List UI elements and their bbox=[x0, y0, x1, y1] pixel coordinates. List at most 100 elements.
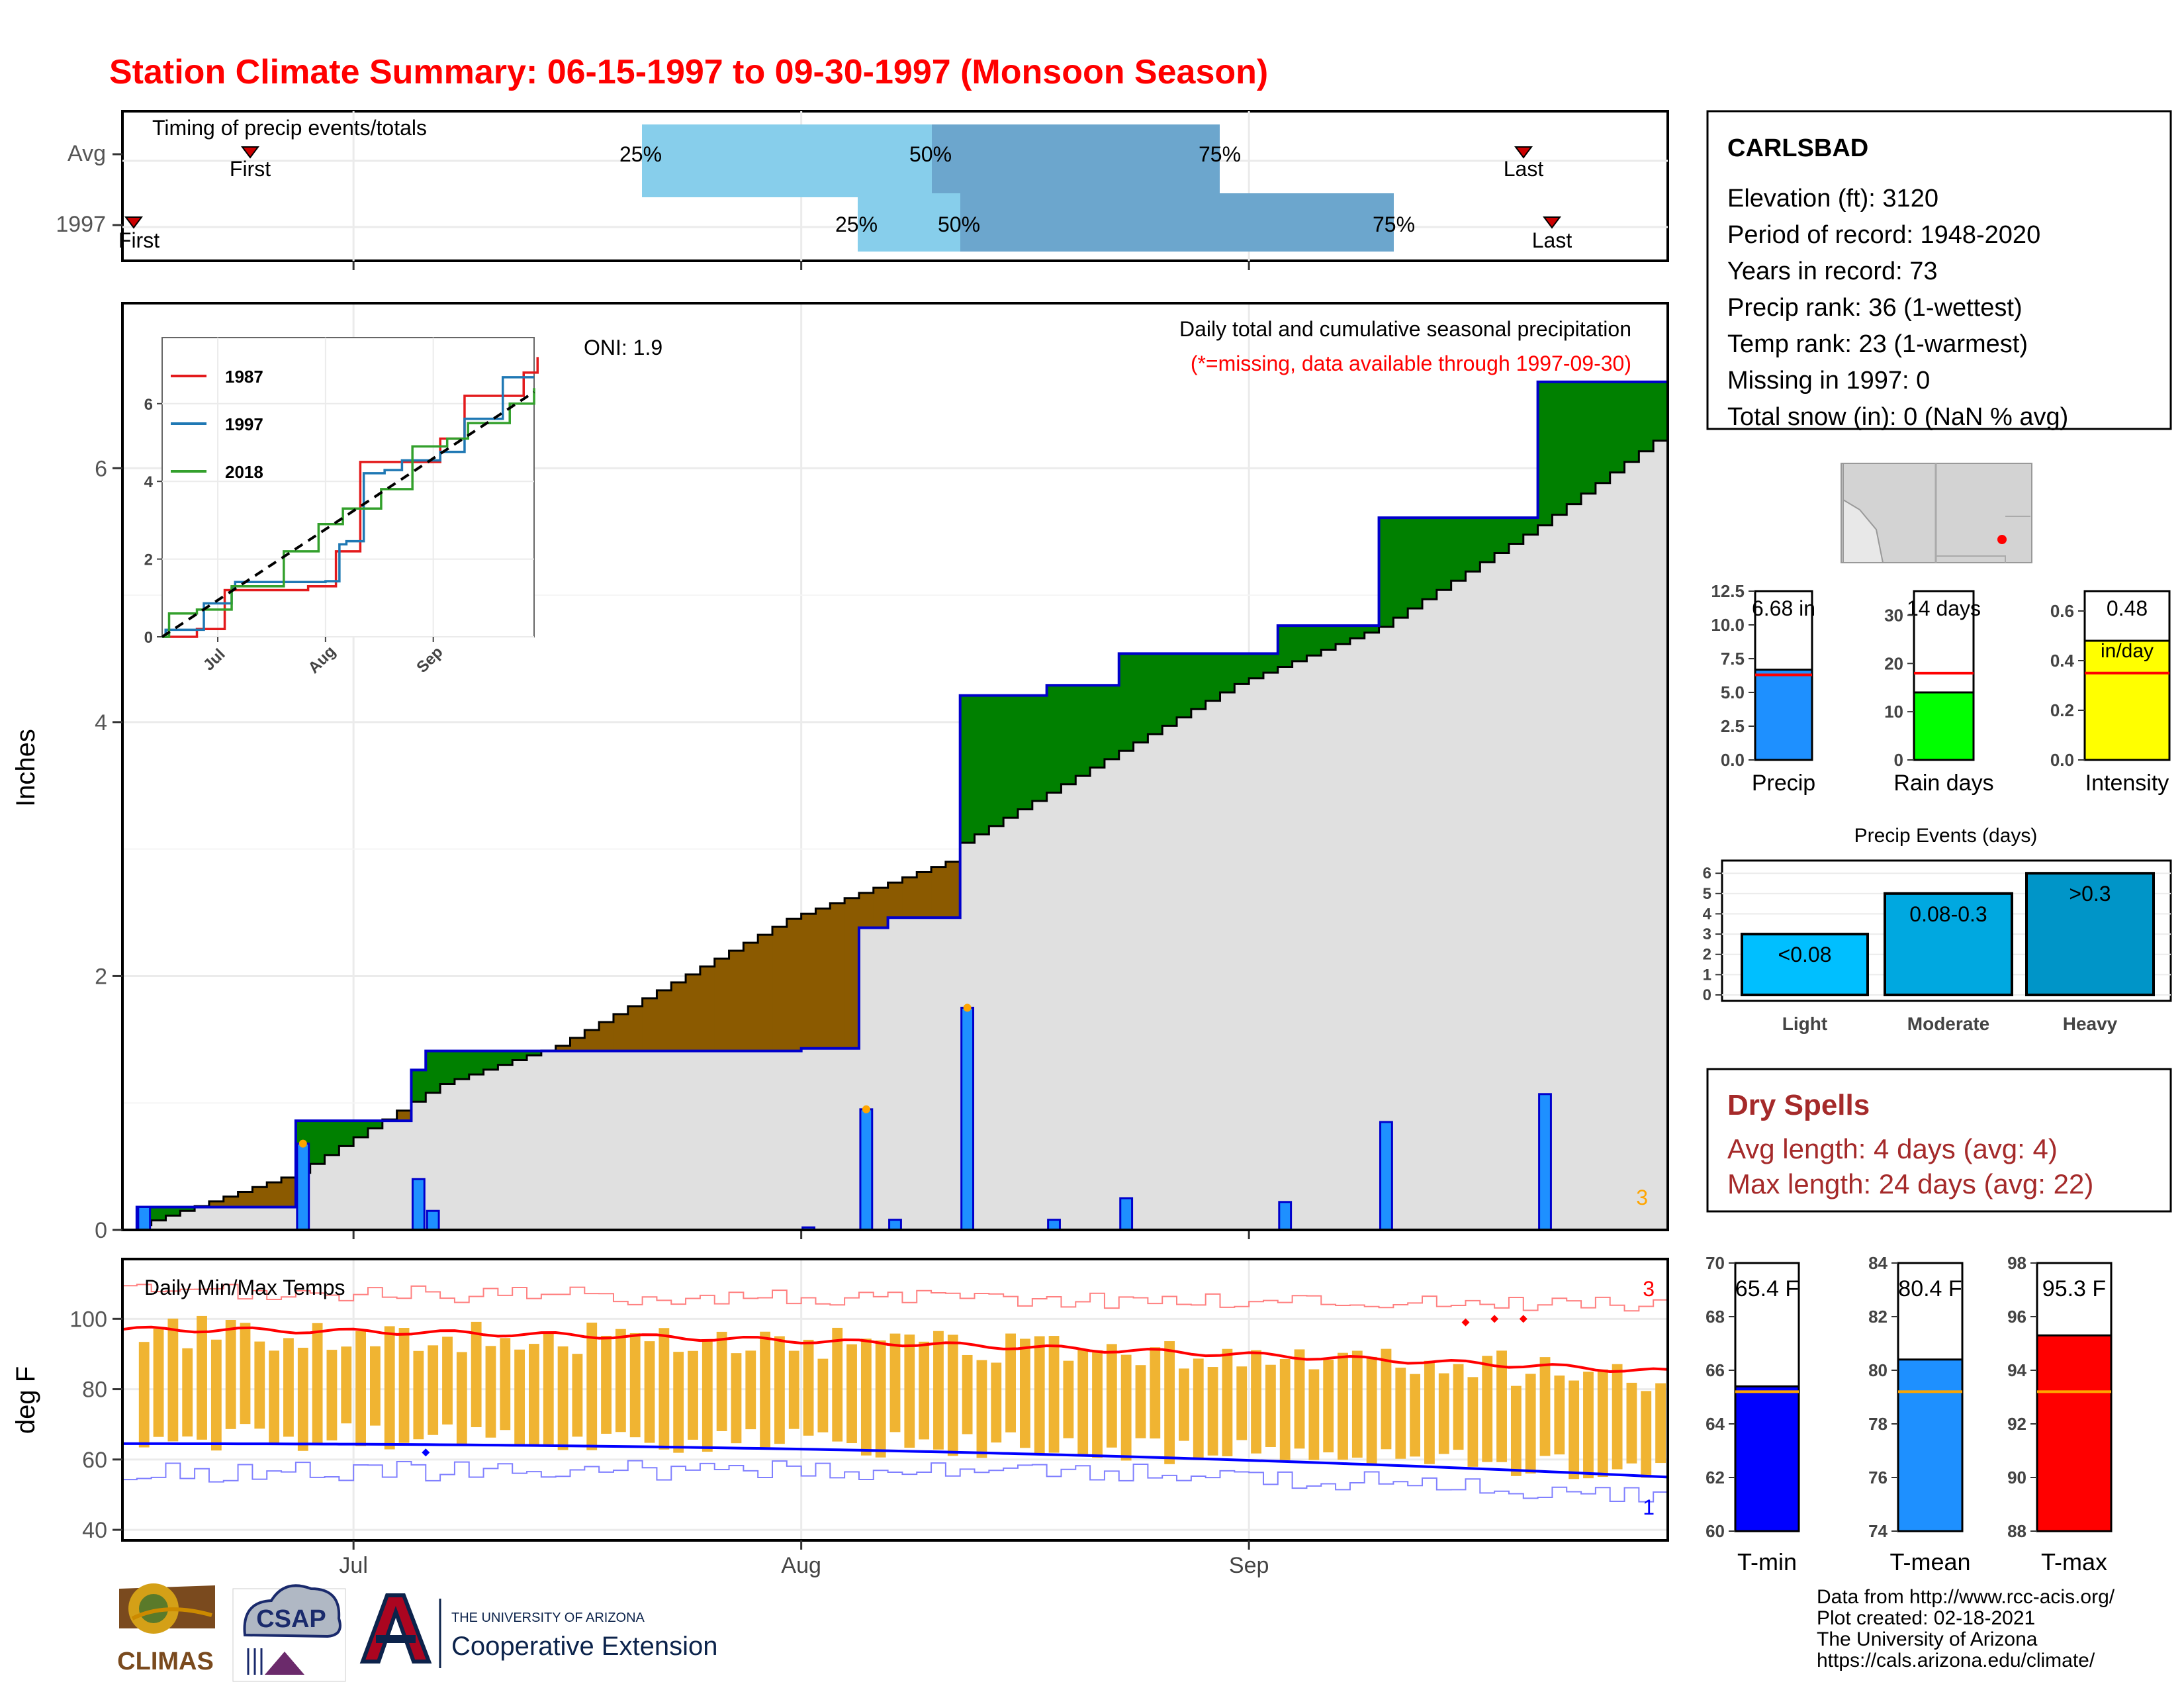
above-average-fill bbox=[1567, 381, 1582, 504]
precip-count-label: 3 bbox=[1636, 1186, 1648, 1209]
daily-temp-bar bbox=[688, 1350, 698, 1440]
temp-summary-tick-label: 76 bbox=[1868, 1468, 1888, 1487]
events-tick-label: 0 bbox=[1703, 986, 1711, 1004]
dry-spells-title: Dry Spells bbox=[1727, 1089, 1870, 1121]
daily-temp-bar bbox=[1048, 1336, 1060, 1453]
normal-cumulative-area bbox=[122, 440, 1668, 1230]
events-bar-moderate bbox=[1884, 892, 2013, 997]
x-axis-ticks: Jul Aug Sep bbox=[339, 1540, 1269, 1578]
daily-temp-bar bbox=[557, 1346, 569, 1450]
below-average-fill bbox=[671, 982, 686, 1051]
daily-temp-bar bbox=[471, 1321, 482, 1427]
station-snow: Total snow (in): 0 (NaN % avg) bbox=[1727, 403, 2068, 431]
x-tick-label-2: Sep bbox=[1229, 1553, 1269, 1578]
station-info-box: CARLSBAD Elevation (ft): 3120 Period of … bbox=[1706, 110, 2172, 431]
daily-temp-bar bbox=[514, 1349, 525, 1445]
timing-1997-25-50-bar bbox=[858, 193, 960, 252]
temp-summary-value-1: 80.4 F bbox=[1898, 1276, 1962, 1301]
above-average-fill bbox=[1422, 518, 1437, 600]
daily-temp-bar bbox=[889, 1333, 901, 1432]
timing-row-1997-label: 1997 bbox=[56, 212, 106, 237]
record-low-line bbox=[122, 1460, 1668, 1503]
timing-1997-p25: 25% bbox=[835, 212, 878, 236]
ua-a-bar bbox=[376, 1635, 416, 1643]
above-average-fill bbox=[1003, 695, 1019, 818]
timing-1997-last-marker bbox=[1543, 216, 1561, 229]
above-average-fill bbox=[1610, 381, 1625, 473]
daily-temp-bar bbox=[500, 1338, 511, 1430]
below-average-fill bbox=[887, 882, 903, 918]
below-average-fill bbox=[758, 935, 773, 1051]
daily-temp-bar bbox=[1135, 1365, 1146, 1438]
summary-tick-label: 10 bbox=[1884, 702, 1903, 722]
daily-temp-bar bbox=[1222, 1348, 1233, 1456]
above-average-fill bbox=[1321, 626, 1336, 650]
temp-summary-fill-2 bbox=[2036, 1334, 2113, 1532]
below-average-fill bbox=[844, 898, 860, 1049]
summary-name-0: Precip bbox=[1752, 771, 1815, 796]
above-average-fill bbox=[339, 1121, 354, 1147]
map-border-south bbox=[1936, 555, 2006, 563]
temp-y-tick-label: 100 bbox=[69, 1307, 107, 1332]
timing-avg-p50: 50% bbox=[909, 142, 952, 166]
daily-temp-bar bbox=[240, 1323, 251, 1425]
below-average-fill bbox=[815, 908, 831, 1049]
daily-temp-bar bbox=[269, 1350, 280, 1444]
above-average-fill bbox=[426, 1051, 441, 1093]
daily-temp-bar bbox=[1338, 1352, 1348, 1460]
events-bar-light bbox=[1741, 933, 1869, 996]
daily-temp-bar bbox=[904, 1335, 915, 1448]
daily-temp-bar bbox=[774, 1336, 785, 1444]
summary-tick-label: 10.0 bbox=[1711, 615, 1745, 635]
temp-title: Daily Min/Max Temps bbox=[144, 1276, 345, 1299]
daily-temp-bar bbox=[1308, 1369, 1320, 1460]
events-bar-label: 0.08-0.3 bbox=[1909, 902, 1987, 926]
temp-summary-tick-label: 64 bbox=[1706, 1414, 1725, 1434]
summary-tick-label: 30 bbox=[1884, 605, 1903, 625]
temp-y-tick-label: 60 bbox=[82, 1448, 107, 1473]
temp-count-high: 3 bbox=[1643, 1277, 1655, 1301]
daily-temp-bar bbox=[644, 1341, 655, 1443]
above-average-fill bbox=[440, 1051, 455, 1084]
daily-temp-bar bbox=[586, 1323, 598, 1450]
below-average-fill bbox=[931, 867, 946, 918]
daily-temp-bar bbox=[543, 1332, 554, 1445]
above-average-fill bbox=[1032, 695, 1048, 801]
below-average-fill bbox=[873, 888, 889, 928]
events-bar-heavy bbox=[2025, 872, 2155, 996]
daily-temp-bar bbox=[1626, 1382, 1637, 1464]
above-average-fill bbox=[353, 1121, 369, 1137]
precip-panel-frame bbox=[121, 302, 1669, 1231]
below-average-fill bbox=[858, 892, 874, 928]
oni-label: ONI: 1.9 bbox=[584, 336, 662, 359]
temp-y-tick-label: 80 bbox=[82, 1378, 107, 1403]
daily-temp-bar bbox=[1179, 1368, 1189, 1441]
daily-temp-bar bbox=[1077, 1349, 1089, 1454]
summary-bar-fill-0 bbox=[1754, 669, 1813, 761]
daily-temp-bar bbox=[1323, 1360, 1334, 1453]
daily-temp-bar bbox=[1583, 1372, 1594, 1479]
inset-y-tick-label: 6 bbox=[144, 396, 153, 414]
record-high-marker bbox=[1519, 1315, 1527, 1323]
below-average-fill bbox=[555, 1045, 571, 1051]
ua-line2: Cooperative Extension bbox=[451, 1632, 717, 1661]
above-average-fill bbox=[1408, 518, 1423, 609]
above-average-fill bbox=[165, 1207, 181, 1216]
temp-y-axis: 40 60 80 100 bbox=[69, 1307, 122, 1543]
temp-y-label: deg F bbox=[11, 1366, 40, 1434]
credits: Data from http://www.rcc-acis.org/ Plot … bbox=[1817, 1586, 2115, 1671]
above-average-fill bbox=[512, 1051, 527, 1060]
above-average-fill bbox=[1393, 518, 1408, 618]
inset-frame bbox=[161, 337, 535, 637]
above-average-fill bbox=[1364, 626, 1380, 633]
daily-temp-bar bbox=[1410, 1374, 1421, 1457]
events-tick-label: 4 bbox=[1703, 905, 1712, 923]
avg-max-line bbox=[122, 1325, 1668, 1373]
below-average-fill bbox=[584, 1029, 600, 1051]
daily-temp-bar bbox=[529, 1344, 539, 1445]
above-average-fill bbox=[1465, 518, 1480, 572]
csap-logo-text: CSAP bbox=[256, 1605, 326, 1633]
summary-value-label-1: 14 days bbox=[1907, 596, 1981, 620]
above-average-fill bbox=[1075, 685, 1091, 776]
